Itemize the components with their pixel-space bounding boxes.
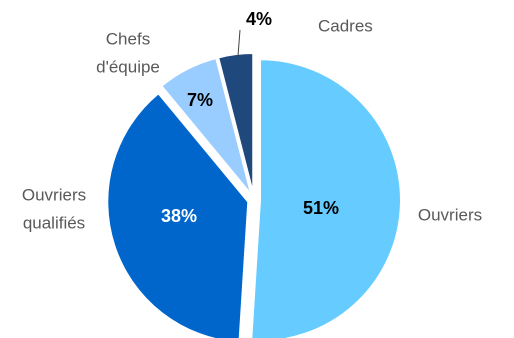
category-label-ouvriers-qualifies: qualifiés [23, 213, 85, 232]
category-label-ouvriers-qualifies: Ouvriers [22, 185, 86, 204]
category-label-ouvriers: Ouvriers [418, 205, 482, 224]
category-label-chefs-equipe: Chefs [106, 29, 150, 48]
pie-slice-ouvriers [250, 58, 402, 338]
pie-slice-chefs-equipe [159, 56, 253, 196]
pie-slice-cadres [216, 52, 255, 195]
leader-line-cadres [237, 29, 241, 57]
data-label-ouvriers-qualifies: 38% [161, 206, 197, 226]
category-label-cadres: Cadres [318, 16, 373, 35]
data-label-chefs-equipe: 7% [187, 90, 213, 110]
category-label-chefs-equipe: d'équipe [96, 57, 160, 76]
pie-slice-ouvriers-qualifies [106, 91, 250, 338]
data-label-cadres: 4% [246, 9, 272, 29]
data-label-ouvriers: 51% [303, 198, 339, 218]
